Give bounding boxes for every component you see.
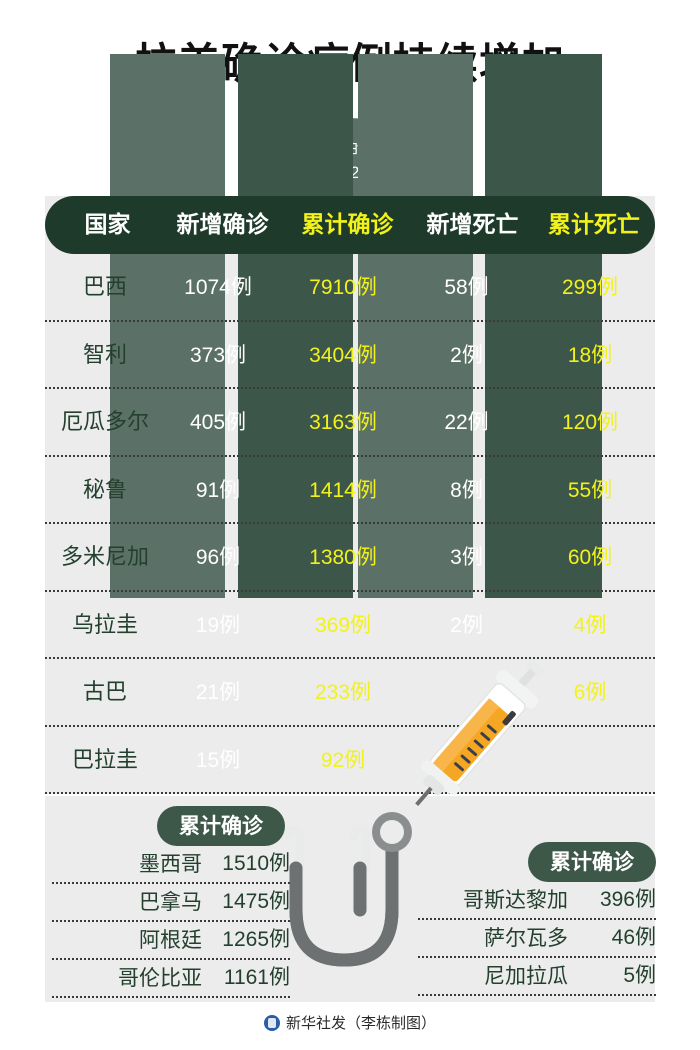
list-item: 萨尔瓦多 46例 bbox=[418, 920, 656, 958]
table-header-new-cases: 新增确诊 bbox=[176, 211, 269, 238]
cell-country: 多米尼加 bbox=[60, 545, 149, 570]
cell-total-deaths: 6例 bbox=[573, 681, 607, 704]
table-row: 秘鲁 91例 1414例 8例 55例 bbox=[45, 457, 655, 524]
bottom-right-pill-label: 累计确诊 bbox=[528, 842, 656, 882]
cell-country: 乌拉圭 bbox=[71, 612, 138, 638]
cell-total-cases: 369例 bbox=[314, 613, 372, 637]
row-separator bbox=[45, 454, 655, 457]
footer-text: 新华社发（李栋制图） bbox=[285, 1014, 436, 1032]
table-header-bar: 国家 新增确诊 累计确诊 新增死亡 累计死亡 bbox=[45, 196, 655, 254]
column-band-new-cases bbox=[110, 54, 225, 598]
row-separator bbox=[45, 724, 655, 727]
cell-new-cases: 91例 bbox=[195, 478, 241, 502]
table-header-total-cases: 累计确诊 bbox=[301, 211, 394, 238]
list-item: 阿根廷 1265例 bbox=[52, 922, 290, 960]
cell-total-cases: 3163例 bbox=[309, 411, 377, 434]
cell-total-cases: 7910例 bbox=[309, 276, 377, 299]
column-band-total-deaths bbox=[485, 54, 602, 598]
cell-total-cases: 3404例 bbox=[309, 343, 377, 367]
table-row: 厄瓜多尔 405例 3163例 22例 120例 bbox=[45, 389, 655, 457]
column-band-total-cases bbox=[238, 54, 353, 598]
cell-total-cases: 92例 bbox=[320, 748, 366, 772]
cell-new-cases: 373例 bbox=[189, 343, 247, 367]
cell-total-cases: 233例 bbox=[314, 681, 372, 704]
cell-total-deaths: 120例 bbox=[561, 411, 619, 434]
row-separator bbox=[45, 522, 655, 524]
row-separator bbox=[45, 792, 655, 794]
cell-country: 秘鲁 bbox=[82, 477, 127, 503]
list-item: 巴拿马 1475例 bbox=[52, 884, 290, 922]
row-separator bbox=[45, 319, 655, 322]
list-item-country: 墨西哥 bbox=[139, 852, 202, 876]
table-body: 巴西 1074例 7910例 58例 299例 智利 373例 3404例 2例… bbox=[45, 254, 655, 794]
row-separator bbox=[45, 387, 655, 389]
list-item-country: 哥斯达黎加 bbox=[463, 888, 568, 912]
cell-total-deaths: 55例 bbox=[567, 478, 613, 502]
list-item-country: 萨尔瓦多 bbox=[484, 926, 568, 950]
cell-country: 巴拉圭 bbox=[71, 747, 138, 773]
list-item-value: 1161例 bbox=[223, 966, 290, 989]
list-item-country: 巴拿马 bbox=[139, 890, 202, 914]
table-row: 智利 373例 3404例 2例 18例 bbox=[45, 322, 655, 389]
list-item-value: 1510例 bbox=[222, 852, 290, 875]
table-header-total-deaths: 累计死亡 bbox=[548, 211, 640, 238]
cell-total-cases: 1414例 bbox=[309, 478, 377, 502]
list-item-country: 尼加拉瓜 bbox=[484, 964, 568, 988]
table-header-country: 国家 bbox=[84, 211, 131, 238]
table-header-new-deaths: 新增死亡 bbox=[426, 211, 519, 238]
footer-credit: 新华社发（李栋制图） bbox=[0, 1012, 700, 1033]
table-row: 巴西 1074例 7910例 58例 299例 bbox=[45, 254, 655, 322]
cell-new-cases: 96例 bbox=[195, 546, 241, 569]
cell-new-cases: 405例 bbox=[189, 411, 247, 434]
cell-country: 巴西 bbox=[82, 275, 127, 300]
cell-new-deaths: 22例 bbox=[444, 411, 489, 434]
cell-country: 古巴 bbox=[82, 680, 127, 705]
cell-new-cases: 1074例 bbox=[184, 276, 252, 299]
list-item-value: 1475例 bbox=[222, 890, 290, 913]
cell-new-deaths: 2例 bbox=[450, 613, 483, 637]
list-item-value: 46例 bbox=[611, 926, 656, 949]
list-item-value: 396例 bbox=[599, 888, 656, 911]
column-band-new-deaths bbox=[358, 54, 473, 598]
row-separator bbox=[45, 657, 655, 659]
list-item-value: 1265例 bbox=[222, 928, 290, 951]
cell-new-deaths: 58例 bbox=[444, 276, 489, 299]
cell-new-deaths: 8例 bbox=[450, 478, 483, 502]
bottom-right-list: 哥斯达黎加 396例 萨尔瓦多 46例 尼加拉瓜 5例 bbox=[418, 882, 656, 996]
table-row: 巴拉圭 15例 92例 bbox=[45, 727, 655, 794]
cell-total-cases: 1380例 bbox=[309, 546, 377, 569]
bottom-left-list: 墨西哥 1510例 巴拿马 1475例 阿根廷 1265例 哥伦比亚 1161例 bbox=[52, 846, 290, 998]
syringe-icon bbox=[384, 638, 574, 828]
table-row: 古巴 21例 233例 6例 bbox=[45, 659, 655, 727]
xinhua-logo-icon bbox=[263, 1015, 280, 1031]
list-item: 哥伦比亚 1161例 bbox=[52, 960, 290, 998]
list-item-country: 哥伦比亚 bbox=[118, 966, 202, 990]
cell-total-deaths: 299例 bbox=[561, 276, 619, 299]
cell-new-cases: 21例 bbox=[195, 681, 241, 704]
cell-total-deaths: 60例 bbox=[567, 546, 613, 569]
list-item-country: 阿根廷 bbox=[139, 928, 202, 952]
row-separator bbox=[45, 589, 655, 592]
table-row: 多米尼加 96例 1380例 3例 60例 bbox=[45, 524, 655, 592]
cell-new-cases: 15例 bbox=[195, 748, 241, 772]
list-item: 哥斯达黎加 396例 bbox=[418, 882, 656, 920]
cell-country: 厄瓜多尔 bbox=[60, 410, 149, 435]
bottom-left-pill-label: 累计确诊 bbox=[157, 806, 285, 846]
cell-total-deaths: 18例 bbox=[567, 343, 613, 367]
cell-total-deaths: 4例 bbox=[573, 613, 607, 637]
table-row: 乌拉圭 19例 369例 2例 4例 bbox=[45, 592, 655, 659]
list-item-value: 5例 bbox=[623, 964, 656, 987]
stethoscope-icon bbox=[266, 810, 466, 1010]
list-item: 尼加拉瓜 5例 bbox=[418, 958, 656, 996]
cell-new-deaths: 3例 bbox=[450, 546, 483, 569]
list-item: 墨西哥 1510例 bbox=[52, 846, 290, 884]
cell-new-cases: 19例 bbox=[195, 613, 241, 637]
cell-new-deaths: 2例 bbox=[450, 343, 483, 367]
bottom-supplementary-panel bbox=[45, 796, 655, 1002]
cell-country: 智利 bbox=[82, 342, 127, 368]
